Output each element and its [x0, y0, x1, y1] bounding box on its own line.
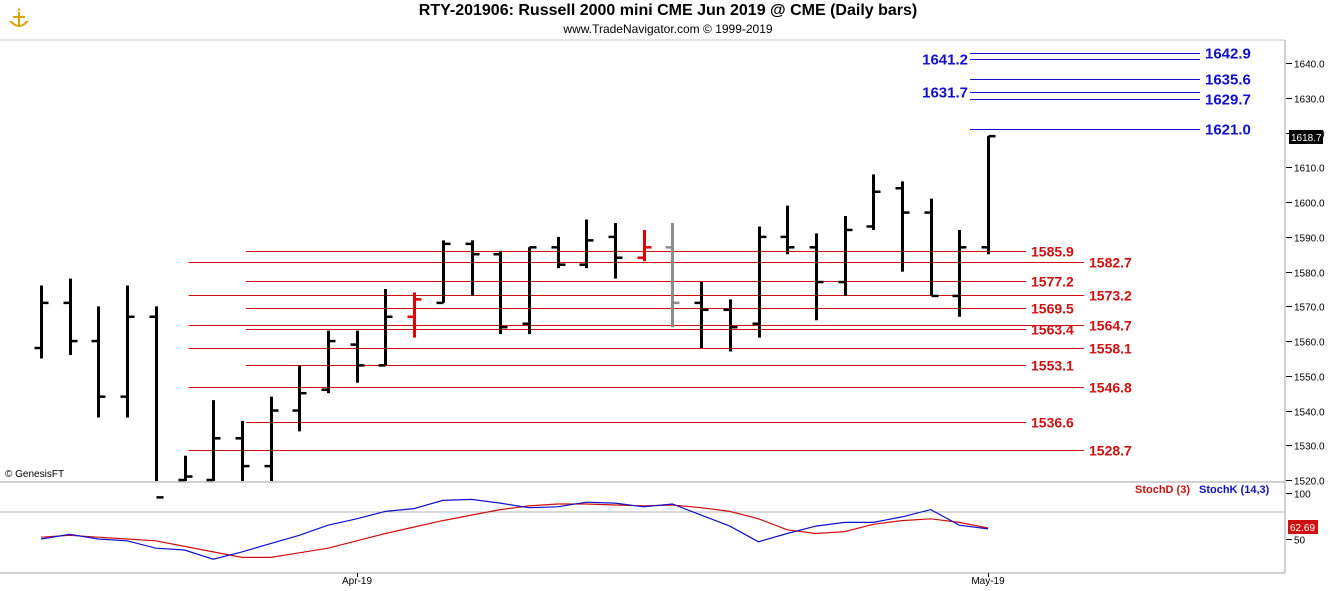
price-tick-label: 1530.0: [1294, 442, 1325, 453]
date-label: Apr-19: [342, 576, 372, 587]
ohlc-bar: [493, 250, 508, 335]
stoch-tick-label: 100: [1294, 490, 1311, 501]
ohlc-bar: [120, 285, 135, 418]
ohlc-bar: [551, 236, 566, 269]
level-label-1558.1: 1558.1: [1089, 341, 1132, 357]
level-label-1577.2: 1577.2: [1031, 274, 1074, 290]
ohlc-bar: [608, 222, 623, 279]
ohlc-bar: [91, 306, 106, 418]
level-label-1582.7: 1582.7: [1089, 255, 1132, 271]
level-label-1536.6: 1536.6: [1031, 415, 1074, 431]
ohlc-bar: [809, 233, 824, 321]
ohlc-bar: [694, 282, 709, 349]
price-tick-label: 1520.0: [1294, 477, 1325, 488]
chart-subtitle: www.TradeNavigator.com © 1999-2019: [563, 22, 773, 36]
level-label-1573.2: 1573.2: [1089, 288, 1132, 304]
price-tick-label: 1610.0: [1294, 164, 1325, 175]
stoch-d-line: [40, 503, 989, 559]
ohlc-bar: [723, 299, 738, 352]
stoch-last-box: [1288, 520, 1318, 534]
price-tick-label: 1550.0: [1294, 373, 1325, 384]
ohlc-bar: [63, 278, 78, 355]
ohlc-bar: [350, 330, 365, 383]
ohlc-bar: [838, 216, 853, 296]
last-price-box: [1289, 130, 1323, 144]
stoch-d-legend: StochD (3): [1135, 484, 1190, 496]
level-label-1546.8: 1546.8: [1089, 380, 1132, 396]
price-tick-label: 1570.0: [1294, 303, 1325, 314]
level-label-1553.1: 1553.1: [1031, 358, 1074, 374]
ohlc-bar: [235, 420, 250, 481]
price-tick-label: 1600.0: [1294, 199, 1325, 210]
ohlc-bar: [924, 198, 939, 298]
stoch-k-legend: StochK (14,3): [1199, 484, 1270, 496]
ohlc-bar: [407, 292, 422, 338]
stoch-k-line: [40, 498, 989, 560]
ohlc-bar: [780, 205, 795, 255]
ohlc-bar: [579, 219, 594, 269]
level-label-1621.0: 1621.0: [1205, 122, 1251, 139]
ohlc-bar: [292, 365, 307, 432]
level-lines: 1585.9 1582.7 1577.2 1573.2 1569.5 1564.7 1563…: [188, 46, 1251, 459]
level-label-1585.9: 1585.9: [1031, 244, 1074, 260]
price-tick-label: 1640.0: [1294, 60, 1325, 71]
level-label-1642.9: 1642.9: [1205, 46, 1251, 63]
level-label-1631.7: 1631.7: [922, 85, 968, 102]
ohlc-bar: [752, 226, 767, 338]
ohlc-bar: [866, 174, 881, 230]
date-axis: Apr-19 May-19: [342, 573, 1005, 587]
ohlc-bar: [178, 455, 193, 482]
ohlc-bar: [465, 240, 480, 296]
level-label-1635.6: 1635.6: [1205, 72, 1251, 89]
ohlc-bar: [436, 240, 451, 305]
level-label-1528.7: 1528.7: [1089, 443, 1132, 459]
ohlc-bar: [981, 134, 996, 255]
ohlc-bar: [378, 288, 393, 367]
level-label-1569.5: 1569.5: [1031, 301, 1074, 317]
stochastic-panel: 50 100 StochD (3) StochK (14,3) 62.69: [40, 484, 1318, 560]
ohlc-bar: [206, 400, 221, 482]
ohlc-bar: [952, 229, 967, 317]
ohlc-bar: [637, 229, 652, 262]
chart-title: RTY-201906: Russell 2000 mini CME Jun 20…: [418, 2, 918, 19]
price-tick-label: 1630.0: [1294, 95, 1325, 106]
stoch-tick-label: 50: [1294, 536, 1306, 547]
price-tick-label: 1560.0: [1294, 338, 1325, 349]
ohlc-bar: [264, 396, 279, 481]
level-label-1564.7: 1564.7: [1089, 318, 1132, 334]
data-credit: © GenesisFT: [5, 469, 65, 480]
chart-frame: [0, 39, 1286, 574]
ohlc-bar: [665, 222, 680, 328]
price-tick-label: 1590.0: [1294, 234, 1325, 245]
level-label-1629.7: 1629.7: [1205, 92, 1251, 109]
price-tick-label: 1540.0: [1294, 408, 1325, 419]
last-price-label: 1618.7: [1291, 133, 1322, 144]
price-tick-label: 1580.0: [1294, 269, 1325, 280]
ohlc-bar: [34, 285, 49, 359]
ohlc-bar: [149, 306, 164, 499]
ohlc-bar: [895, 181, 910, 272]
price-bars: [34, 134, 996, 499]
price-axis: 1520.0 1530.0 1540.0 1550.0 1560.0 1570.0 1580…: [1286, 60, 1325, 488]
stoch-last-label: 62.69: [1290, 523, 1315, 534]
trade-navigator-logo: [4, 4, 34, 34]
level-label-1563.4: 1563.4: [1031, 322, 1074, 338]
date-label: May-19: [971, 576, 1005, 587]
ohlc-bar: [321, 330, 336, 394]
ohlc-bar: [522, 246, 537, 335]
level-label-1641.2: 1641.2: [922, 52, 968, 69]
